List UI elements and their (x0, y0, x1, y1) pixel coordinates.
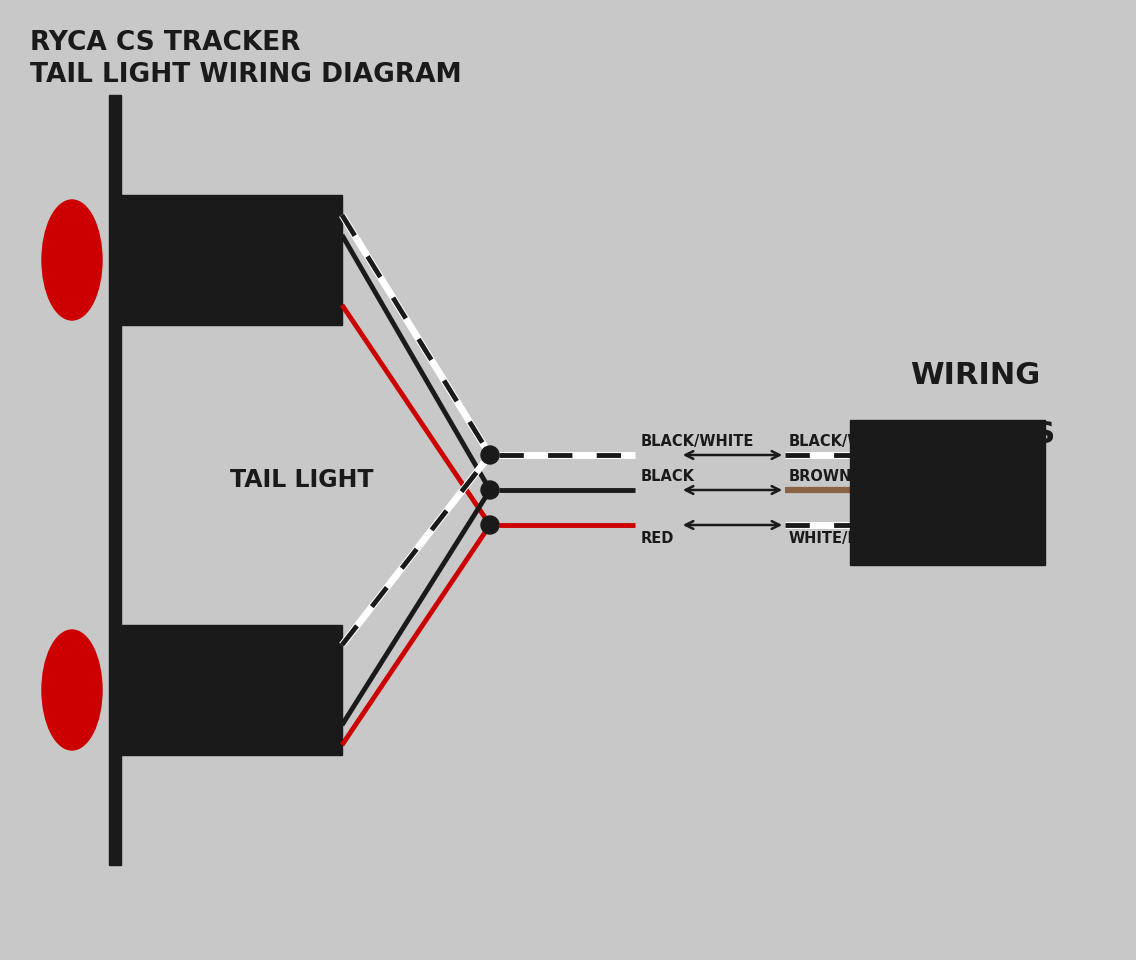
Bar (112, 195, 342, 325)
Text: BLACK/WHITE: BLACK/WHITE (790, 434, 902, 449)
Text: RED: RED (641, 531, 675, 546)
Ellipse shape (42, 200, 102, 320)
Text: WHITE/BLACK: WHITE/BLACK (790, 531, 902, 546)
Circle shape (481, 481, 499, 499)
Circle shape (481, 516, 499, 534)
Bar (112, 625, 342, 755)
Text: HARNESS: HARNESS (894, 420, 1055, 449)
Text: TAIL LIGHT: TAIL LIGHT (229, 468, 374, 492)
Text: BROWN: BROWN (790, 469, 852, 484)
Bar (850, 420, 1045, 565)
Bar (109, 95, 122, 865)
Text: BLACK: BLACK (641, 469, 695, 484)
Circle shape (481, 446, 499, 464)
Ellipse shape (42, 630, 102, 750)
Text: TAIL LIGHT WIRING DIAGRAM: TAIL LIGHT WIRING DIAGRAM (30, 62, 461, 88)
Text: WIRING: WIRING (910, 361, 1041, 390)
Text: BLACK/WHITE: BLACK/WHITE (641, 434, 754, 449)
Text: RYCA CS TRACKER: RYCA CS TRACKER (30, 30, 301, 56)
